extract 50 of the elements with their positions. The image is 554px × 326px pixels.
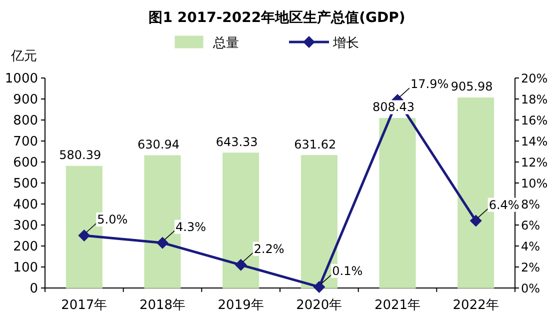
y-tick-label: 300 — [13, 218, 38, 234]
x-tick-label: 2017年 — [61, 298, 108, 313]
data-label: 631.62 — [294, 137, 336, 152]
data-label: 808.43 — [372, 100, 414, 114]
point — [470, 214, 482, 227]
point — [313, 280, 326, 293]
data-label: 2.2% — [254, 242, 284, 256]
y-tick-label: 800 — [13, 114, 38, 128]
data-label: 5.0% — [97, 212, 128, 226]
y2-tick-label: 12% — [521, 156, 548, 170]
data-label: 17.9% — [410, 77, 449, 92]
data-label: 6.4% — [488, 198, 520, 212]
data-label: 905.98 — [450, 80, 493, 94]
point — [234, 258, 247, 271]
x-tick-label: 2019年 — [218, 298, 264, 313]
y2-tick-label: 8% — [521, 198, 540, 212]
y2-tick-label: 2% — [521, 260, 540, 274]
y2-tick-label: 14% — [521, 134, 548, 148]
y-tick-label: 0 — [30, 282, 38, 296]
legend-label: 增长 — [332, 36, 359, 51]
data-label: 4.3% — [176, 220, 206, 234]
y-tick-label: 100 — [13, 260, 38, 276]
y2-tick-label: 0% — [521, 282, 540, 296]
y-tick-label: 1000 — [4, 72, 38, 86]
x-tick-label: 2021年 — [374, 298, 421, 313]
ylabel: 亿元 — [11, 49, 37, 64]
y2-tick-label: 4% — [521, 240, 540, 254]
y2-tick-label: 16% — [521, 114, 548, 128]
y2-tick-label: 10% — [521, 176, 548, 190]
title: 图1 2017-2022年地区生产总值(GDP) — [148, 10, 406, 26]
y-tick-label: 700 — [13, 134, 38, 150]
x-tick-label: 2020年 — [296, 298, 342, 313]
data-label: 0.1% — [332, 264, 363, 278]
data-label: 643.33 — [216, 134, 258, 149]
y2-tick-label: 20% — [521, 72, 548, 86]
y-tick-label: 400 — [13, 198, 38, 212]
y-tick-label: 600 — [13, 156, 38, 170]
x-tick-label: 2018年 — [139, 298, 186, 313]
x-tick-label: 2022年 — [452, 298, 499, 313]
y-tick-label: 900 — [13, 92, 38, 108]
point — [78, 230, 90, 242]
data-label: 630.94 — [138, 138, 180, 152]
y2-tick-label: 18% — [521, 92, 548, 106]
y-tick-label: 500 — [13, 176, 38, 192]
y-tick-label: 200 — [13, 240, 38, 254]
data-label: 580.39 — [59, 148, 102, 162]
bar — [379, 118, 416, 288]
point — [156, 236, 168, 249]
y2-tick-label: 6% — [521, 218, 540, 232]
legend-label: 总量 — [212, 36, 239, 51]
